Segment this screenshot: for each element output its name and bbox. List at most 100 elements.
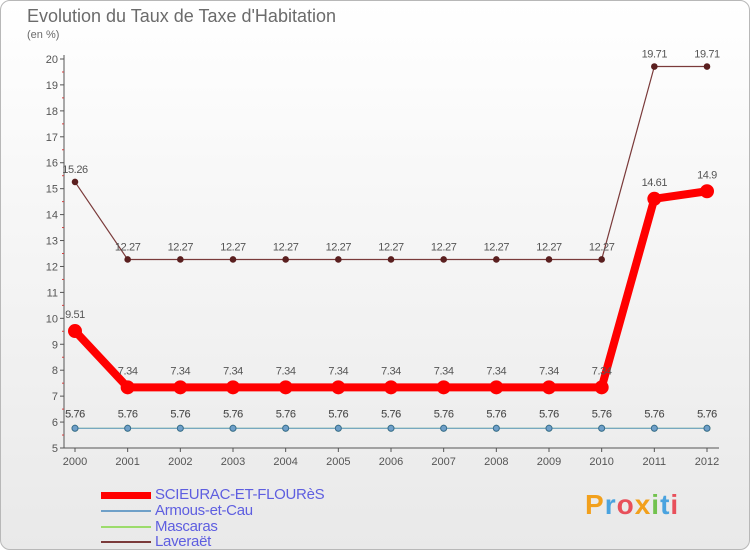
x-tick-label: 2003 [221, 456, 245, 468]
data-label-armous: 5.76 [118, 408, 138, 420]
data-label-scieurac: 7.34 [276, 365, 296, 377]
data-point-scieurac [436, 380, 451, 395]
data-label-mascaras: 5.76 [328, 408, 348, 420]
data-point-scieurac [700, 184, 714, 199]
data-label-armous: 5.76 [65, 408, 85, 420]
logo-letter: i [670, 489, 680, 520]
x-tick-label: 2011 [643, 456, 667, 468]
data-label-armous: 5.76 [381, 408, 401, 420]
data-point-scieurac [542, 380, 556, 395]
data-point-scieurac [647, 191, 662, 206]
logo-letter: i [651, 489, 661, 520]
y-tick-label: 15 [46, 184, 58, 196]
data-label-armous: 5.76 [592, 408, 612, 420]
logo-letter: t [660, 489, 671, 520]
data-label-armous: 5.76 [486, 408, 506, 420]
x-tick-label: 2004 [273, 456, 297, 468]
legend-swatch-laveraet [101, 541, 151, 543]
data-label-scieurac: 7.34 [223, 365, 243, 377]
data-label-mascaras: 5.76 [644, 408, 664, 420]
data-label-scieurac: 7.34 [539, 365, 559, 377]
data-label-laveraet: 12.27 [326, 241, 352, 253]
data-label-mascaras: 5.76 [592, 408, 612, 420]
data-label-scieurac: 7.34 [434, 365, 454, 377]
data-label-scieurac: 7.34 [381, 365, 401, 377]
chart-title: Evolution du Taux de Taxe d'Habitation [27, 6, 336, 26]
x-tick-label: 2005 [326, 456, 350, 468]
data-label-mascaras: 5.76 [276, 408, 296, 420]
data-label-scieurac: 7.34 [170, 365, 190, 377]
data-label-scieurac: 7.34 [486, 365, 506, 377]
data-point-armous [492, 424, 500, 432]
y-tick-label: 5 [52, 443, 58, 455]
data-point-scieurac [594, 380, 609, 395]
data-label-scieurac: 7.34 [328, 365, 348, 377]
data-label-mascaras: 5.76 [697, 408, 717, 420]
data-point-laveraet [440, 256, 447, 263]
data-point-armous [440, 424, 448, 432]
data-label-laveraet: 12.27 [431, 241, 457, 253]
y-tick-label: 7 [52, 391, 58, 403]
data-label-laveraet: 12.27 [589, 241, 615, 253]
y-tick-label: 10 [46, 313, 58, 325]
data-label-armous: 5.76 [434, 408, 454, 420]
y-tick-label: 9 [52, 339, 58, 351]
x-tick-label: 2007 [431, 456, 455, 468]
data-point-laveraet [598, 256, 605, 263]
data-label-mascaras: 5.76 [65, 408, 85, 420]
data-label-armous: 5.76 [223, 408, 243, 420]
y-tick-label: 17 [46, 132, 58, 144]
data-point-armous [282, 424, 290, 432]
data-point-armous [598, 424, 606, 432]
y-tick-label: 14 [46, 210, 58, 222]
x-tick-label: 2001 [115, 456, 139, 468]
data-point-laveraet [282, 256, 289, 263]
data-label-armous: 5.76 [644, 408, 664, 420]
legend-label-armous: Armous-et-Cau [155, 502, 253, 519]
logo-letter: x [634, 489, 652, 520]
legend-label-mascaras: Mascaras [155, 518, 218, 535]
legend-label-scieurac: SCIEURAC-ET-FLOURèS [155, 486, 325, 503]
data-label-laveraet: 12.27 [273, 241, 299, 253]
y-tick-label: 12 [46, 261, 58, 273]
data-point-scieurac [173, 380, 188, 395]
y-axis-unit-label: (en %) [27, 29, 60, 41]
y-tick-label: 8 [52, 365, 58, 377]
legend-item-armous: Armous-et-Cau [101, 502, 431, 520]
data-label-laveraet: 12.27 [115, 241, 141, 253]
data-label-laveraet: 12.27 [220, 241, 246, 253]
x-tick-label: 2000 [63, 456, 87, 468]
data-point-scieurac [226, 380, 240, 395]
data-label-armous: 5.76 [276, 408, 296, 420]
data-point-armous [703, 424, 711, 432]
legend-item-mascaras: Mascaras [101, 518, 431, 536]
y-tick-label: 19 [46, 80, 58, 92]
legend-item-laveraet: Laveraët [101, 533, 431, 550]
data-label-laveraet: 12.27 [378, 241, 404, 253]
data-label-mascaras: 5.76 [539, 408, 559, 420]
data-label-armous: 5.76 [697, 408, 717, 420]
legend-label-laveraet: Laveraët [155, 533, 211, 550]
y-tick-label: 20 [46, 54, 58, 66]
data-point-armous [545, 424, 553, 432]
legend-item-scieurac: SCIEURAC-ET-FLOURèS [101, 486, 431, 504]
x-tick-label: 2010 [589, 456, 613, 468]
data-label-laveraet: 15.26 [62, 164, 88, 176]
data-label-laveraet: 19.71 [694, 49, 720, 61]
data-point-armous [229, 424, 237, 432]
y-tick-label: 13 [46, 236, 58, 248]
data-point-laveraet [493, 256, 500, 263]
data-point-laveraet [229, 256, 237, 263]
proxiti-logo: Proxiti [585, 489, 679, 521]
data-label-armous: 5.76 [328, 408, 348, 420]
logo-letter: r [604, 489, 617, 520]
data-point-scieurac [120, 380, 135, 395]
data-label-mascaras: 5.76 [223, 408, 243, 420]
logo-letter: P [585, 489, 605, 520]
data-label-scieurac: 7.34 [118, 365, 138, 377]
data-label-mascaras: 5.76 [118, 408, 138, 420]
data-label-scieurac: 7.34 [592, 365, 612, 377]
data-point-scieurac [331, 380, 346, 395]
